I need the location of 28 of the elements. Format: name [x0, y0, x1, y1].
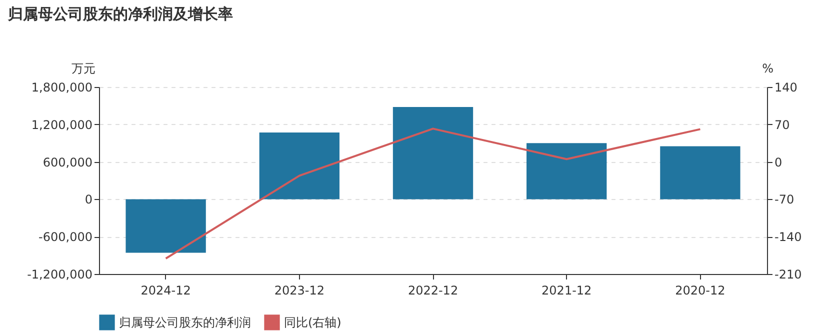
bar [126, 199, 206, 253]
line-series [164, 128, 702, 260]
y-tick-label: 600,000 [42, 155, 92, 170]
y-tick-label: 1,800,000 [31, 80, 92, 94]
y2-tick-label: 140 [774, 80, 798, 94]
y-tick-label: 0 [84, 192, 92, 207]
y-tick-label: 1,200,000 [31, 118, 92, 132]
legend-label: 归属母公司股东的净利润 [119, 315, 251, 330]
x-tick-label: 2022-12 [408, 284, 458, 298]
y-axis-title: 万元 [72, 62, 96, 76]
x-tick-label: 2024-12 [140, 284, 191, 298]
chart-title: 归属母公司股东的净利润及增长率 [7, 5, 233, 23]
x-tick-label: 2023-12 [274, 284, 324, 298]
y2-tick-label: 70 [774, 118, 790, 132]
y2-tick-label: -210 [774, 268, 802, 282]
y2-tick-label: 0 [774, 155, 782, 170]
legend-label: 同比(右轴) [284, 315, 342, 330]
y-tick-label: -1,200,000 [27, 268, 92, 282]
x-tick-label: 2020-12 [675, 284, 726, 298]
bar [392, 106, 474, 200]
y2-tick-label: -70 [774, 192, 794, 207]
bar [259, 132, 340, 200]
y2-tick-label: -140 [774, 230, 802, 244]
y-tick-label: -600,000 [38, 230, 92, 244]
bar [660, 146, 740, 200]
y2-axis-title: % [762, 62, 774, 76]
bar [526, 143, 607, 200]
x-tick-label: 2021-12 [542, 284, 592, 298]
